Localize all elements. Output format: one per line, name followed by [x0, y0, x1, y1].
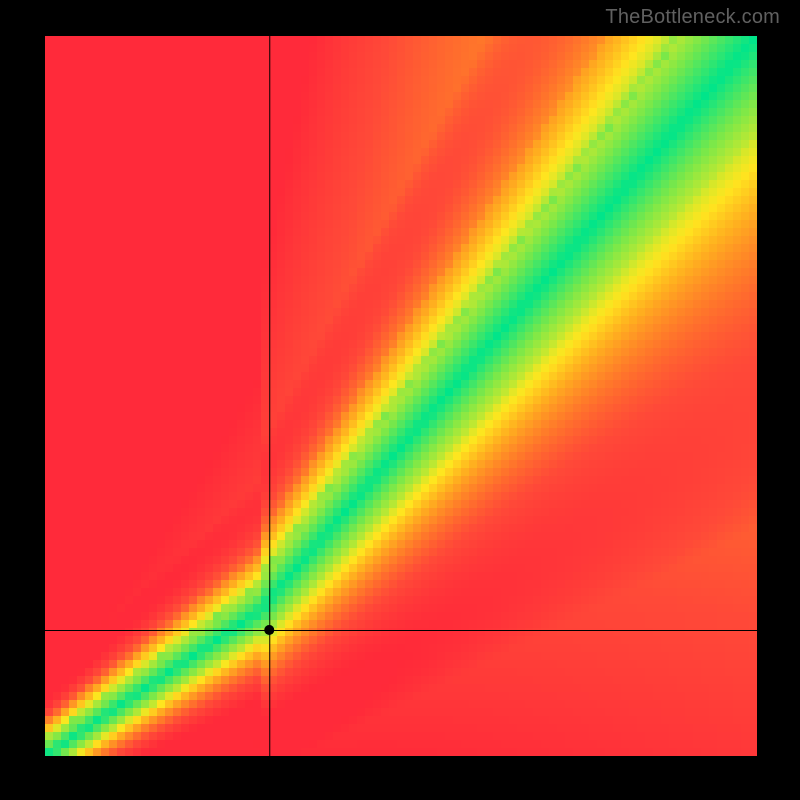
chart-container: TheBottleneck.com: [0, 0, 800, 800]
heatmap-canvas: [0, 0, 800, 800]
watermark-text: TheBottleneck.com: [605, 6, 780, 29]
